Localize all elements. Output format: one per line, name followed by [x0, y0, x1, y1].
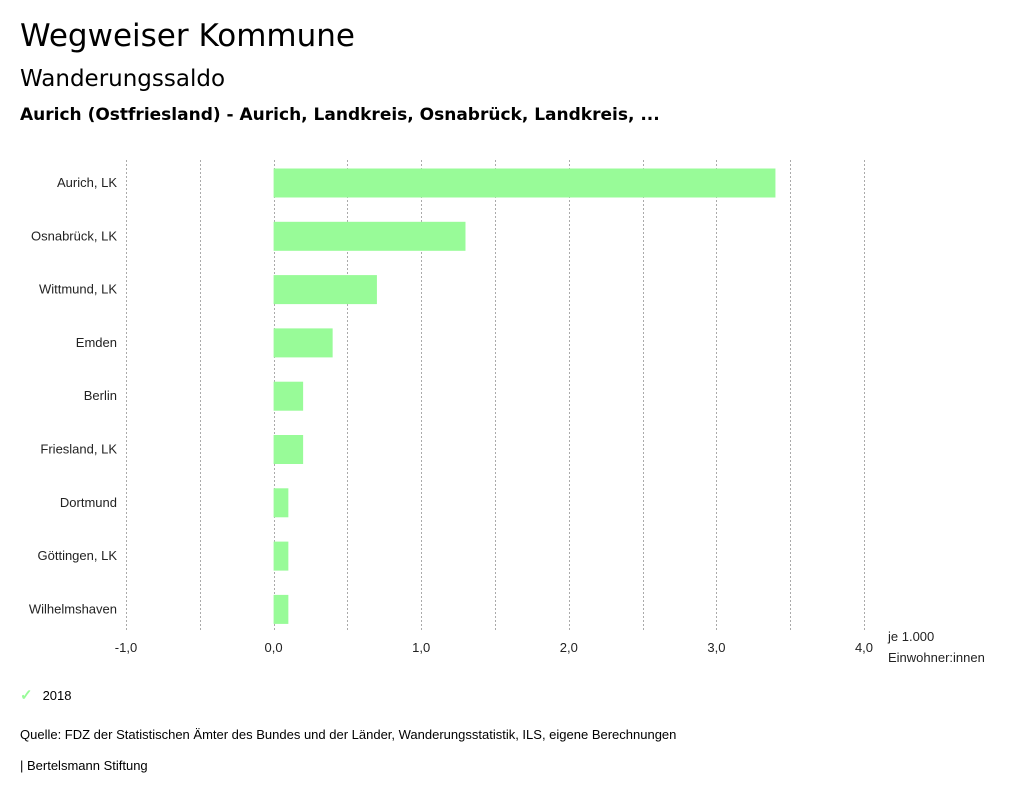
unit-label: je 1.000	[887, 629, 934, 644]
bar-chart: -1,0 0,0 1,0 2,0 3,0 4,0 je 1.000 Einwohner:inn…	[29, 160, 985, 665]
page-title: Wegweiser Kommune	[20, 18, 355, 54]
x-tick-label: 1,0	[412, 640, 430, 655]
bar	[273, 541, 289, 571]
check-icon: ✓	[20, 687, 33, 704]
category-label: Osnabrück, LK	[31, 228, 117, 243]
category-label: Friesland, LK	[40, 442, 117, 457]
legend-item-2018[interactable]: ✓ 2018	[20, 686, 72, 704]
x-tick-label: 2,0	[560, 640, 578, 655]
bar	[273, 221, 466, 251]
region-selection: Aurich (Ostfriesland) - Aurich, Landkrei…	[20, 105, 660, 125]
bar	[273, 328, 333, 358]
category-label: Dortmund	[60, 495, 117, 510]
bar	[273, 168, 776, 198]
category-label: Berlin	[84, 388, 117, 403]
x-tick-label: 0,0	[265, 640, 283, 655]
source-note: Quelle: FDZ der Statistischen Ämter des …	[20, 727, 677, 742]
credit-note: | Bertelsmann Stiftung	[20, 758, 148, 773]
bar	[273, 488, 289, 518]
bar	[273, 275, 377, 305]
bar	[273, 594, 289, 624]
chart-subtitle: Wanderungssaldo	[20, 66, 226, 92]
x-tick-label: 3,0	[707, 640, 725, 655]
category-label: Wilhelmshaven	[29, 601, 117, 616]
legend-label: 2018	[42, 687, 72, 703]
x-tick-label: 4,0	[855, 640, 873, 655]
unit-label: Einwohner:innen	[888, 650, 985, 665]
x-tick-label: -1,0	[115, 640, 137, 655]
category-label: Göttingen, LK	[38, 548, 118, 563]
category-label: Wittmund, LK	[39, 282, 117, 297]
category-label: Aurich, LK	[57, 175, 117, 190]
category-label: Emden	[76, 335, 117, 350]
bar	[273, 381, 304, 411]
bar	[273, 435, 304, 464]
